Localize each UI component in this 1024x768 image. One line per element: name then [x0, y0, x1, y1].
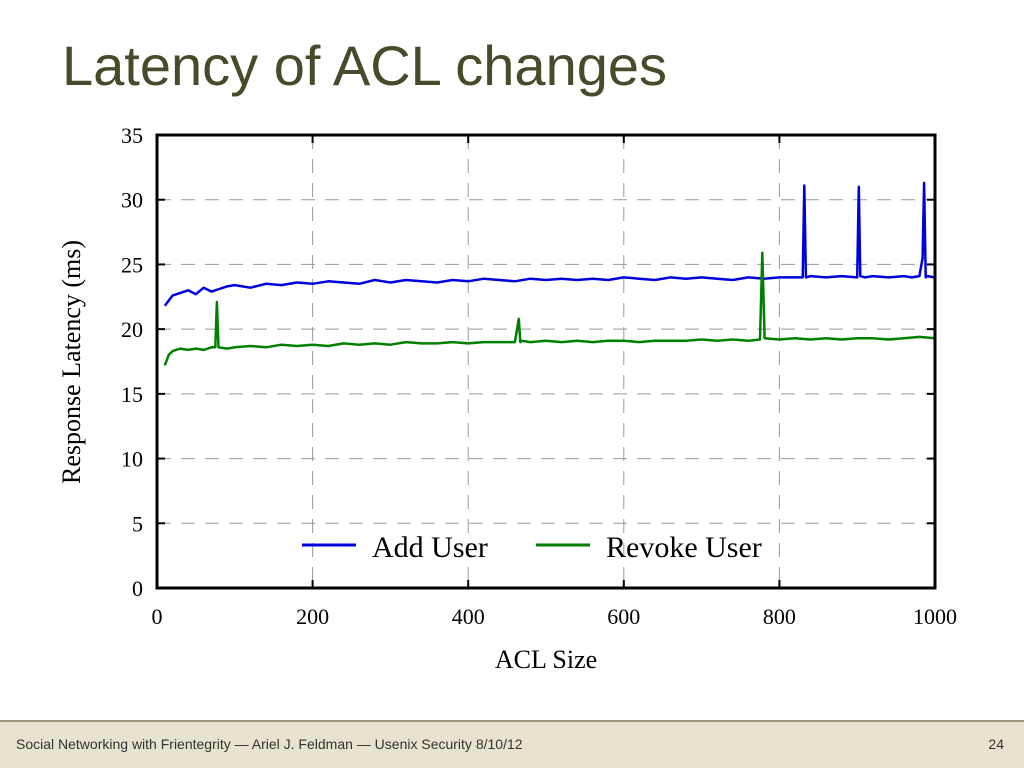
axis-ticks — [156, 134, 936, 589]
x-tick-labels: 0 200 400 600 800 1000 — [152, 604, 958, 629]
y-tick-labels: 0 5 10 15 20 25 30 35 — [121, 123, 143, 601]
x-tick-label: 600 — [607, 604, 640, 629]
y-tick-label: 20 — [121, 317, 143, 342]
slide-footer: Social Networking with Frientegrity — Ar… — [0, 720, 1024, 768]
y-tick-label: 15 — [121, 382, 143, 407]
x-tick-label: 400 — [452, 604, 485, 629]
y-tick-label: 10 — [121, 447, 143, 472]
x-axis-label: ACL Size — [495, 645, 597, 674]
x-tick-label: 800 — [763, 604, 796, 629]
y-axis-label: Response Latency (ms) — [57, 240, 86, 484]
latency-chart: 0 200 400 600 800 1000 0 5 10 15 20 25 30 35 ACL Siz… — [57, 123, 958, 674]
series-revoke-user-line — [163, 251, 936, 366]
slide-number: 24 — [988, 736, 1004, 752]
legend: Add User Revoke User — [302, 531, 762, 564]
x-tick-label: 1000 — [913, 604, 957, 629]
plot-frame — [155, 133, 937, 590]
series-lines — [163, 181, 936, 366]
series-add-user-line — [163, 181, 936, 307]
y-tick-label: 30 — [121, 188, 143, 213]
y-tick-label: 35 — [121, 123, 143, 148]
slide-title: Latency of ACL changes — [62, 34, 668, 97]
plot-area — [157, 135, 935, 588]
x-tick-label: 200 — [296, 604, 329, 629]
y-tick-label: 0 — [132, 576, 143, 601]
y-tick-label: 5 — [132, 511, 143, 536]
x-tick-label: 0 — [152, 604, 163, 629]
y-tick-label: 25 — [121, 252, 143, 277]
legend-add-user-label: Add User — [372, 531, 488, 564]
legend-revoke-user-label: Revoke User — [606, 531, 762, 564]
footer-text: Social Networking with Frientegrity — Ar… — [16, 736, 523, 752]
grid-lines — [157, 135, 935, 588]
